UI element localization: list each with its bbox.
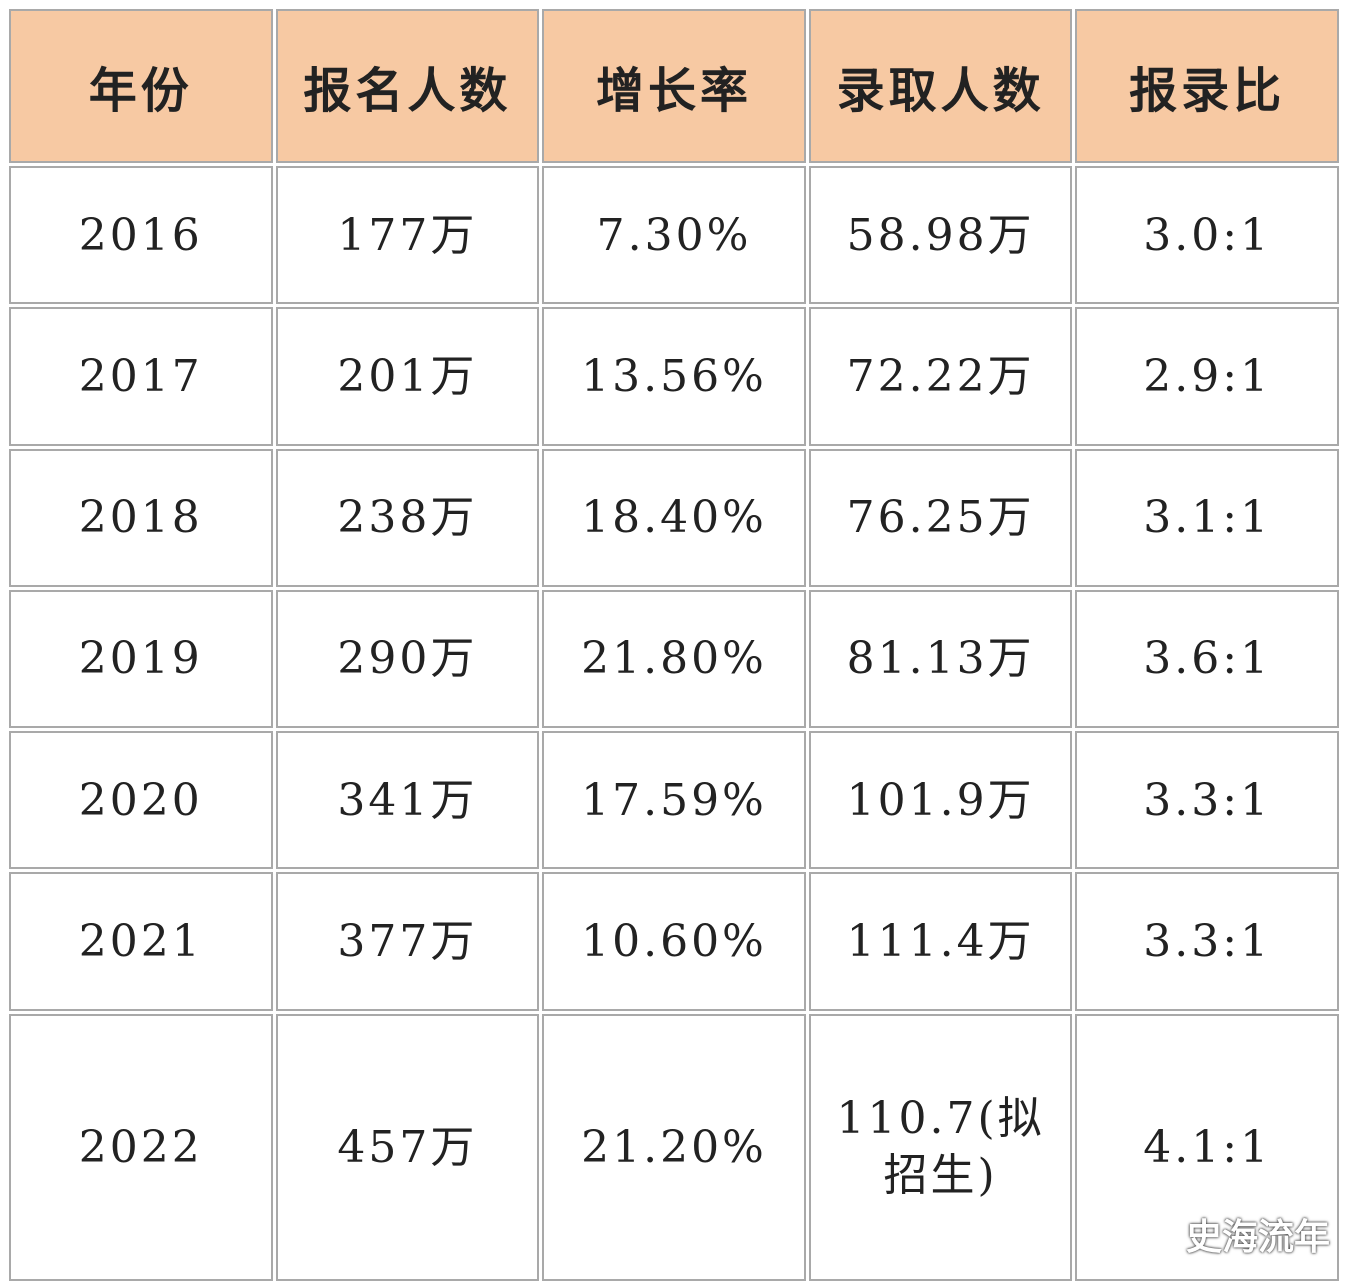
data-cell: 2016 [9,166,273,305]
data-cell: 3.1:1 [1075,448,1339,587]
data-cell: 2019 [9,589,273,728]
watermark: 史海流年 [1185,1217,1330,1258]
data-cell: 2022 [9,1013,273,1281]
header-cell: 报名人数 [275,9,540,163]
data-row: 2020 341万 17.59% 101.9万 3.3:1 [9,731,1339,870]
header-cell: 报录比 [1075,9,1339,163]
data-row: 2016 177万 7.30% 58.98万 3.0:1 [9,166,1339,305]
data-cell: 457万 [275,1013,540,1281]
data-cell: 3.3:1 [1075,731,1339,870]
header-cell: 录取人数 [808,9,1073,163]
data-cell: 3.6:1 [1075,589,1339,728]
data-row: 2021 377万 10.60% 111.4万 3.3:1 [9,872,1339,1011]
data-cell: 2021 [9,872,273,1011]
data-cell: 377万 [275,872,540,1011]
header-cell: 增长率 [542,9,806,163]
data-cell: 7.30% [542,166,806,305]
data-cell: 4.1:1 [1075,1013,1339,1281]
data-cell: 21.20% [542,1013,806,1281]
data-cell: 13.56% [542,307,806,446]
data-cell: 2017 [9,307,273,446]
data-cell: 2020 [9,731,273,870]
header-row: 年份 报名人数 增长率 录取人数 报录比 [9,9,1339,163]
data-cell: 290万 [275,589,540,728]
data-cell: 2018 [9,448,273,587]
header-cell: 年份 [9,9,273,163]
data-cell: 58.98万 [808,166,1073,305]
data-cell: 76.25万 [808,448,1073,587]
data-row: 2022 457万 21.20% 110.7(拟招生) 4.1:1 [9,1013,1339,1281]
data-cell: 3.0:1 [1075,166,1339,305]
data-cell: 72.22万 [808,307,1073,446]
data-table: 年份 报名人数 增长率 录取人数 报录比 2016 177万 7.30% 58.98万 3.0:1… [6,6,1342,1284]
data-cell: 201万 [275,307,540,446]
data-row: 2019 290万 21.80% 81.13万 3.6:1 [9,589,1339,728]
data-cell: 111.4万 [808,872,1073,1011]
data-row: 2017 201万 13.56% 72.22万 2.9:1 [9,307,1339,446]
data-cell: 177万 [275,166,540,305]
data-cell: 3.3:1 [1075,872,1339,1011]
data-cell: 101.9万 [808,731,1073,870]
data-cell: 341万 [275,731,540,870]
data-cell: 17.59% [542,731,806,870]
data-cell: 81.13万 [808,589,1073,728]
data-row: 2018 238万 18.40% 76.25万 3.1:1 [9,448,1339,587]
data-cell: 2.9:1 [1075,307,1339,446]
data-cell: 18.40% [542,448,806,587]
data-cell: 110.7(拟招生) [808,1013,1073,1281]
data-cell: 10.60% [542,872,806,1011]
data-cell: 238万 [275,448,540,587]
data-cell: 21.80% [542,589,806,728]
